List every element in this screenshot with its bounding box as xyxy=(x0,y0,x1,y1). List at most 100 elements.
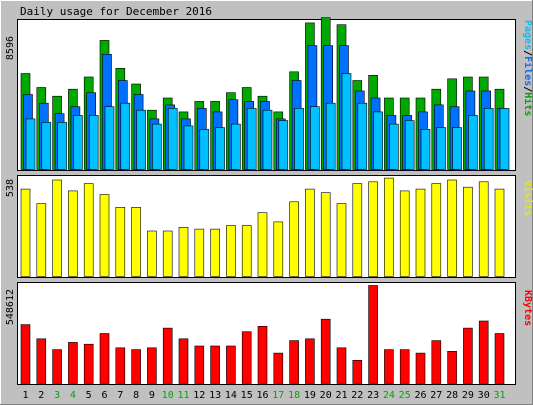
ymax-label-hits: 8596 xyxy=(5,36,16,60)
bar-kbytes xyxy=(162,327,173,384)
bar-kbytes xyxy=(210,345,220,384)
bar-visits xyxy=(384,177,394,277)
bar-pages xyxy=(41,122,52,170)
bar-pages xyxy=(215,127,225,170)
x-tick-label: 9 xyxy=(149,390,155,401)
bar-pages xyxy=(88,115,99,170)
bar-visits xyxy=(463,186,473,277)
bar-pages xyxy=(231,123,241,170)
bar-pages xyxy=(73,115,83,170)
bars-layer xyxy=(20,17,510,384)
bar-visits xyxy=(162,230,173,277)
x-tick-label: 30 xyxy=(478,390,490,401)
legend-visits: Visits xyxy=(522,180,533,216)
x-tick-label: 31 xyxy=(493,390,505,401)
bar-pages xyxy=(357,102,368,170)
bar-visits xyxy=(447,179,457,277)
bar-kbytes xyxy=(494,333,505,384)
bar-visits xyxy=(368,181,378,277)
bar-kbytes xyxy=(431,340,442,384)
bar-pages xyxy=(136,109,146,170)
bar-visits xyxy=(320,192,331,277)
bar-kbytes xyxy=(368,285,378,384)
x-tick-label: 6 xyxy=(101,390,107,401)
bar-kbytes xyxy=(83,343,94,384)
bar-pages xyxy=(104,106,115,170)
bar-kbytes xyxy=(226,345,236,384)
x-tick-label: 21 xyxy=(335,390,347,401)
x-tick-label: 15 xyxy=(241,390,253,401)
bar-visits xyxy=(226,225,236,277)
legend-top: Pages/Files/Hits xyxy=(522,20,533,116)
bar-kbytes xyxy=(399,349,410,384)
bar-pages xyxy=(325,102,336,170)
bar-pages xyxy=(499,108,510,170)
x-tick-label: 23 xyxy=(367,390,379,401)
x-tick-label: 16 xyxy=(256,390,268,401)
x-tick-labels: 1 2 3 4 5 6 7 8 9 10 11 12 13 14 15 16 17 18 19 20 21 22 23 24 2… xyxy=(22,390,505,401)
legend-sep-2: / xyxy=(522,86,533,92)
x-tick-label: 26 xyxy=(414,390,426,401)
bar-kbytes xyxy=(257,325,268,384)
bar-visits xyxy=(415,188,426,277)
bar-kbytes xyxy=(131,349,141,384)
x-tick-label: 7 xyxy=(117,390,123,401)
bar-visits xyxy=(99,194,110,277)
bar-pages xyxy=(436,127,447,170)
x-tick-label: 28 xyxy=(446,390,458,401)
x-tick-label: 13 xyxy=(209,390,221,401)
bar-pages xyxy=(294,108,304,170)
bar-kbytes xyxy=(52,349,62,384)
bar-kbytes xyxy=(273,352,284,384)
bar-kbytes xyxy=(305,338,315,384)
bar-visits xyxy=(305,188,315,277)
x-tick-label: 20 xyxy=(320,390,332,401)
bar-visits xyxy=(352,183,363,277)
bar-kbytes xyxy=(384,349,394,384)
bar-pages xyxy=(57,122,67,170)
bar-kbytes xyxy=(415,352,426,384)
bar-kbytes xyxy=(147,347,157,384)
bar-kbytes xyxy=(241,331,252,384)
legend-pages: Pages xyxy=(522,20,533,50)
bar-visits xyxy=(178,227,189,277)
x-tick-label: 29 xyxy=(462,390,474,401)
legend-hits: Hits xyxy=(522,92,533,116)
x-tick-label: 27 xyxy=(430,390,442,401)
bar-pages xyxy=(183,125,194,170)
x-tick-label: 1 xyxy=(22,390,28,401)
bar-pages xyxy=(167,108,178,170)
x-tick-label: 5 xyxy=(86,390,92,401)
bar-kbytes xyxy=(320,318,331,384)
bar-visits xyxy=(289,201,299,277)
bar-visits xyxy=(52,179,62,277)
bar-kbytes xyxy=(68,342,78,384)
bar-kbytes xyxy=(20,324,31,384)
bar-pages xyxy=(420,129,431,170)
ymax-label-kbytes: 548612 xyxy=(5,289,16,325)
bar-visits xyxy=(36,203,47,277)
bar-kbytes xyxy=(289,340,299,384)
bar-pages xyxy=(120,102,131,170)
bar-kbytes xyxy=(115,347,126,384)
bar-pages xyxy=(25,118,36,170)
bar-visits xyxy=(131,207,141,277)
bar-pages xyxy=(341,73,352,170)
x-tick-label: 10 xyxy=(162,390,174,401)
x-tick-label: 8 xyxy=(133,390,139,401)
x-tick-label: 17 xyxy=(272,390,284,401)
bar-pages xyxy=(262,109,273,170)
bar-visits xyxy=(241,225,252,277)
bar-kbytes xyxy=(478,320,489,384)
x-tick-label: 19 xyxy=(304,390,316,401)
bar-visits xyxy=(431,183,442,277)
bar-visits xyxy=(83,183,94,277)
x-tick-label: 14 xyxy=(225,390,237,401)
bar-visits xyxy=(478,181,489,277)
x-tick-label: 24 xyxy=(383,390,395,401)
bar-visits xyxy=(257,212,268,277)
bar-kbytes xyxy=(447,350,457,384)
bar-kbytes xyxy=(463,327,473,384)
ymax-label-visits: 538 xyxy=(5,179,16,197)
